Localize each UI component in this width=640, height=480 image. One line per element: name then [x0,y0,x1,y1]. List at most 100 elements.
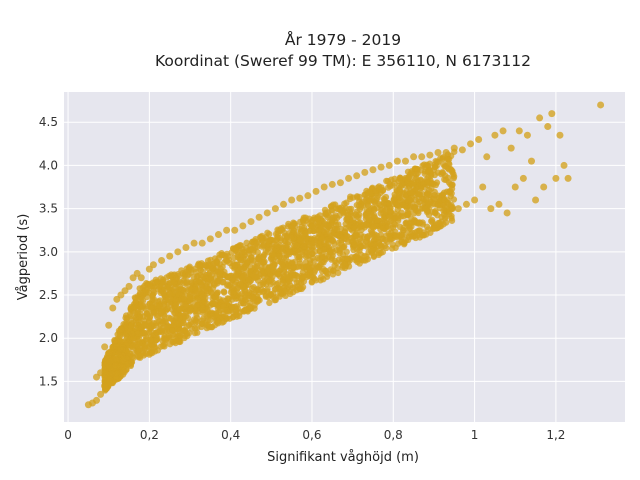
data-point [132,299,139,306]
data-point [127,312,135,320]
data-point [285,263,292,270]
x-tick-label: 0,8 [384,428,403,442]
data-point [219,263,226,271]
y-tick-label: 2.0 [39,331,58,345]
data-point [266,277,273,284]
data-point [141,342,148,350]
data-point [240,273,248,280]
data-point [377,163,385,171]
data-point [380,210,387,217]
data-point [120,367,127,375]
data-point [255,213,263,221]
data-point [305,262,313,270]
data-point [410,153,418,161]
data-point [342,235,350,243]
data-point [315,264,322,271]
data-point [266,230,273,238]
data-point [223,226,231,234]
data-point [353,246,361,253]
data-point [124,339,132,347]
data-point [149,292,156,299]
data-point [172,314,179,322]
data-point [117,346,124,353]
data-point [246,305,253,312]
data-point [237,242,245,249]
data-point [209,294,216,302]
data-point [421,205,429,212]
data-point [483,153,491,161]
data-point [231,226,239,234]
data-point [351,223,358,231]
data-point [199,293,207,300]
data-point [293,242,300,250]
data-point [106,358,114,365]
data-point [346,205,353,213]
data-point [432,181,440,189]
data-point [363,253,370,260]
data-point [224,281,232,288]
data-point [366,196,374,203]
data-point [300,217,307,225]
data-point [142,303,149,310]
data-point [353,172,361,180]
data-point [408,194,415,202]
data-point [129,343,136,351]
y-tick-label: 3.0 [39,245,58,259]
data-point [564,174,572,182]
data-point [384,222,392,230]
data-point [165,296,172,303]
data-point [389,241,396,248]
x-tick-label: 0,4 [221,428,240,442]
data-point [396,182,403,190]
data-point [411,175,418,182]
data-point [439,160,447,168]
data-point [148,304,155,311]
data-point [479,183,487,191]
data-point [248,293,256,301]
data-point [272,285,279,292]
data-point [112,355,119,363]
data-point [165,272,173,280]
data-point [180,319,187,327]
data-point [383,244,390,252]
data-point [318,259,326,266]
data-point [278,248,286,255]
data-point [169,327,176,334]
data-point [109,304,117,312]
data-point [295,263,303,270]
data-point [157,343,165,350]
data-point [264,268,271,275]
data-point [93,396,101,404]
data-point [286,248,294,256]
data-point [111,338,118,345]
data-point [139,329,146,336]
x-tick-label: 0,2 [140,428,159,442]
data-point [147,336,154,343]
data-point [205,323,213,331]
data-point [166,252,174,260]
data-point [284,223,292,230]
data-point [320,228,328,236]
data-point [410,180,417,187]
data-point [544,123,552,131]
data-point [136,346,143,353]
data-point [136,352,144,360]
data-point [272,236,280,244]
data-point [431,209,439,216]
data-point [503,209,511,217]
data-point [418,153,426,161]
data-point [404,209,412,216]
data-point [157,275,165,282]
data-point [560,161,568,169]
data-point [237,280,244,288]
data-point [196,261,204,269]
data-point [202,261,209,269]
data-point [431,225,439,232]
data-point [229,314,237,321]
data-point [191,329,199,337]
data-point [426,191,433,199]
data-point [152,276,160,284]
data-point [442,219,450,226]
data-point [439,169,447,177]
data-point [431,161,439,168]
